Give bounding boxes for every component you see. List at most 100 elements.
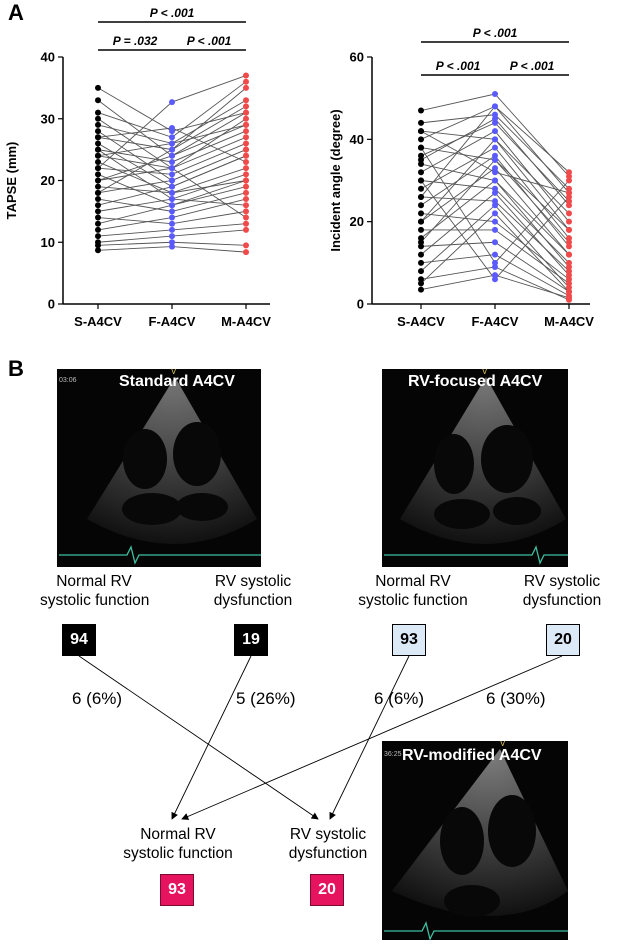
timestamp: 36:25 [384, 751, 402, 758]
data-point [169, 146, 175, 153]
data-point [95, 121, 101, 128]
arrow-focused-dysfunction-to-normal [181, 655, 563, 820]
y-axis-label: Incident angle (degree) [328, 109, 343, 251]
data-point [418, 235, 424, 242]
data-point [418, 128, 424, 135]
caption-line: RV systolic [523, 573, 601, 590]
standard-echo-image: Standard A4CV 03:06 V [57, 369, 261, 567]
modified-dysfunction-count: 20 [310, 874, 344, 906]
data-point [169, 220, 175, 227]
x-tick-label: F-A4CV [472, 314, 519, 329]
y-tick-label: 40 [350, 132, 364, 147]
y-tick-label: 40 [41, 50, 55, 65]
echo-sector-graphic [59, 377, 261, 565]
data-point [418, 161, 424, 168]
data-point [492, 218, 498, 225]
caption-line: dysfunction [522, 592, 602, 609]
data-point [243, 146, 249, 153]
data-point [566, 185, 572, 192]
data-point [566, 263, 572, 270]
data-point [95, 183, 101, 190]
data-point [95, 177, 101, 184]
arrow-standard-dysfunction-to-normal [171, 655, 252, 820]
standard-dysfunction-count: 19 [234, 624, 268, 656]
data-point [492, 198, 498, 205]
data-point [418, 136, 424, 143]
arrow-standard-normal-to-dysfunction [78, 655, 319, 820]
data-point [95, 115, 101, 122]
y-tick-label: 10 [41, 235, 55, 250]
data-point [492, 202, 498, 209]
data-point [418, 268, 424, 275]
data-point [566, 268, 572, 275]
data-point [566, 210, 572, 217]
x-tick-label: S-A4CV [74, 314, 122, 329]
data-point [169, 125, 175, 132]
y-tick-label: 0 [48, 297, 55, 312]
standard-normal-reclassified: 6 (6%) [72, 689, 123, 708]
data-point [95, 140, 101, 147]
data-point [243, 214, 249, 221]
data-point [492, 119, 498, 126]
x-tick-label: M-A4CV [544, 314, 594, 329]
data-point [169, 158, 175, 165]
data-point [418, 177, 424, 184]
data-point [243, 84, 249, 91]
y-tick-label: 20 [350, 214, 364, 229]
data-point [492, 226, 498, 233]
y-axis-label: TAPSE (mm) [4, 142, 19, 220]
data-point [243, 152, 249, 159]
data-point [492, 251, 498, 258]
data-point [418, 286, 424, 293]
data-point [566, 280, 572, 287]
data-point [95, 202, 101, 209]
data-point [169, 165, 175, 172]
panel-a-charts: 0 10 20 30 40 S-A4CV F-A4CV M-A4CV TAPSE (mm) P =… [4, 6, 594, 329]
data-point [243, 171, 249, 178]
data-point [492, 272, 498, 279]
tapse-chart: 0 10 20 30 40 S-A4CV F-A4CV M-A4CV TAPSE (mm) P =… [4, 6, 271, 329]
data-point [418, 169, 424, 176]
data-point [566, 243, 572, 250]
focused-normal-caption: Normal RV systolic function [353, 572, 473, 610]
data-point [566, 294, 572, 301]
data-point [492, 189, 498, 196]
caption-line: systolic function [40, 592, 150, 609]
data-point [169, 177, 175, 184]
data-point [243, 208, 249, 215]
data-point [169, 243, 175, 250]
significance-label: P < .001 [150, 6, 195, 20]
data-point [418, 239, 424, 246]
data-point [95, 247, 101, 254]
data-point [169, 99, 175, 106]
data-point [566, 259, 572, 266]
data-point [418, 280, 424, 287]
data-point [492, 210, 498, 217]
data-point [566, 177, 572, 184]
data-point [566, 218, 572, 225]
data-point [169, 189, 175, 196]
modified-dysfunction-caption: RV systolic dysfunction [278, 825, 378, 863]
data-point [169, 202, 175, 209]
data-point [566, 189, 572, 196]
modified-normal-count: 93 [160, 874, 194, 906]
data-point [566, 235, 572, 242]
data-point [95, 97, 101, 104]
timestamp: 03:06 [59, 377, 77, 384]
data-point [95, 152, 101, 159]
orientation-marker: V [171, 369, 177, 376]
data-point [243, 202, 249, 209]
data-point [566, 198, 572, 205]
x-tick-label: S-A4CV [397, 314, 445, 329]
data-point [95, 128, 101, 135]
data-point [243, 115, 249, 122]
caption-line: Normal RV [140, 826, 216, 843]
data-point [492, 152, 498, 159]
data-point [418, 218, 424, 225]
data-point [418, 276, 424, 283]
panel-a-label: A [8, 0, 24, 25]
data-point [243, 158, 249, 165]
data-point [492, 177, 498, 184]
data-point [243, 242, 249, 249]
